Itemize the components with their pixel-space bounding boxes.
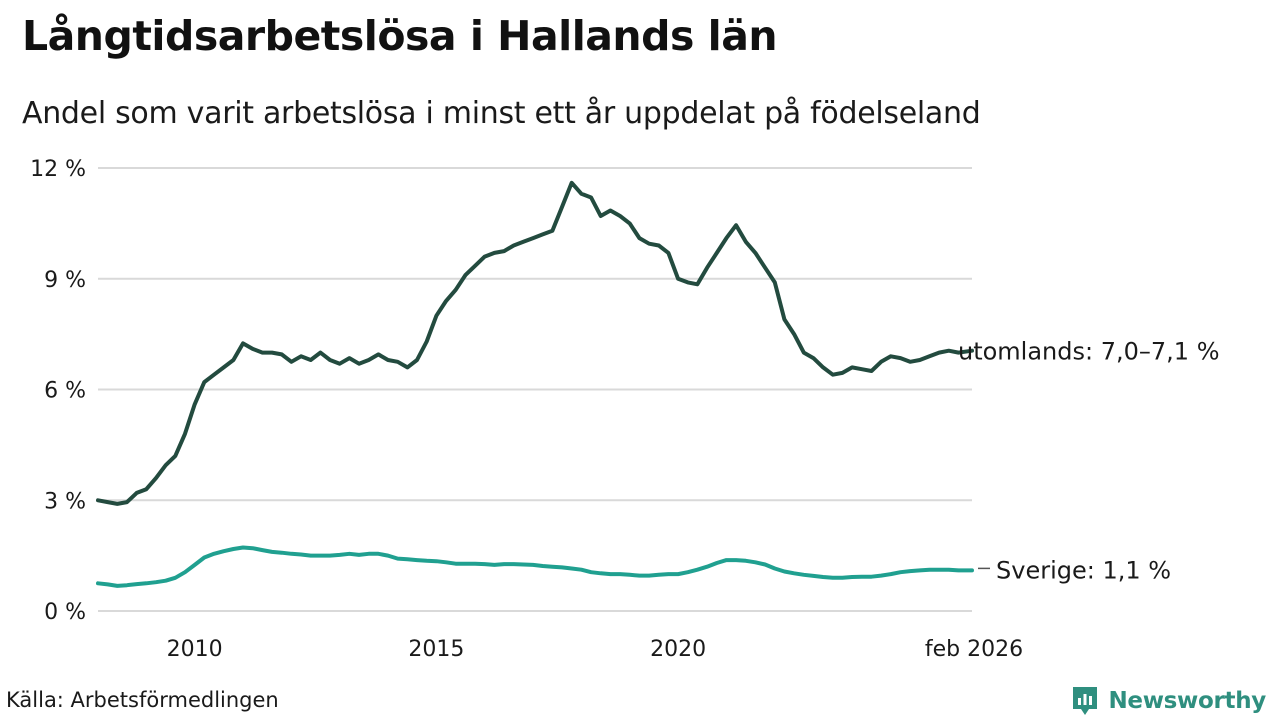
end-label-sverige: Sverige: 1,1 % <box>996 556 1171 584</box>
y-tick-label: 3 % <box>44 489 86 514</box>
x-tick-label: 2010 <box>167 637 223 662</box>
source-note: Källa: Arbetsförmedlingen <box>6 688 279 712</box>
y-axis-ticks: 0 % 3 % 6 % 9 % 12 % <box>30 157 86 625</box>
x-axis-ticks: 2010 2015 2020 feb 2026 <box>167 637 1023 662</box>
y-tick-label: 9 % <box>44 268 86 293</box>
brand-logo[interactable]: Newsworthy <box>1070 684 1266 718</box>
end-label-utomlands: utomlands: 7,0–7,1 % <box>958 338 1220 366</box>
bar-chart-logo-icon <box>1073 687 1098 715</box>
x-tick-label: 2015 <box>408 637 464 662</box>
series-lines <box>96 180 974 588</box>
series-line-utomlands[interactable] <box>96 180 974 506</box>
brand-name: Newsworthy <box>1108 688 1266 714</box>
y-tick-label: 0 % <box>44 600 86 625</box>
x-tick-label: feb 2026 <box>925 637 1023 662</box>
series-end-labels: utomlands: 7,0–7,1 % Sverige: 1,1 % <box>958 338 1220 585</box>
grid-lines <box>98 167 972 612</box>
series-line-sverige[interactable] <box>96 545 974 588</box>
y-tick-label: 12 % <box>30 157 86 182</box>
chart-title: Långtidsarbetslösa i Hallands län <box>22 12 778 60</box>
y-tick-label: 6 % <box>44 379 86 404</box>
x-tick-label: 2020 <box>650 637 706 662</box>
chart-subtitle: Andel som varit arbetslösa i minst ett å… <box>22 96 981 131</box>
